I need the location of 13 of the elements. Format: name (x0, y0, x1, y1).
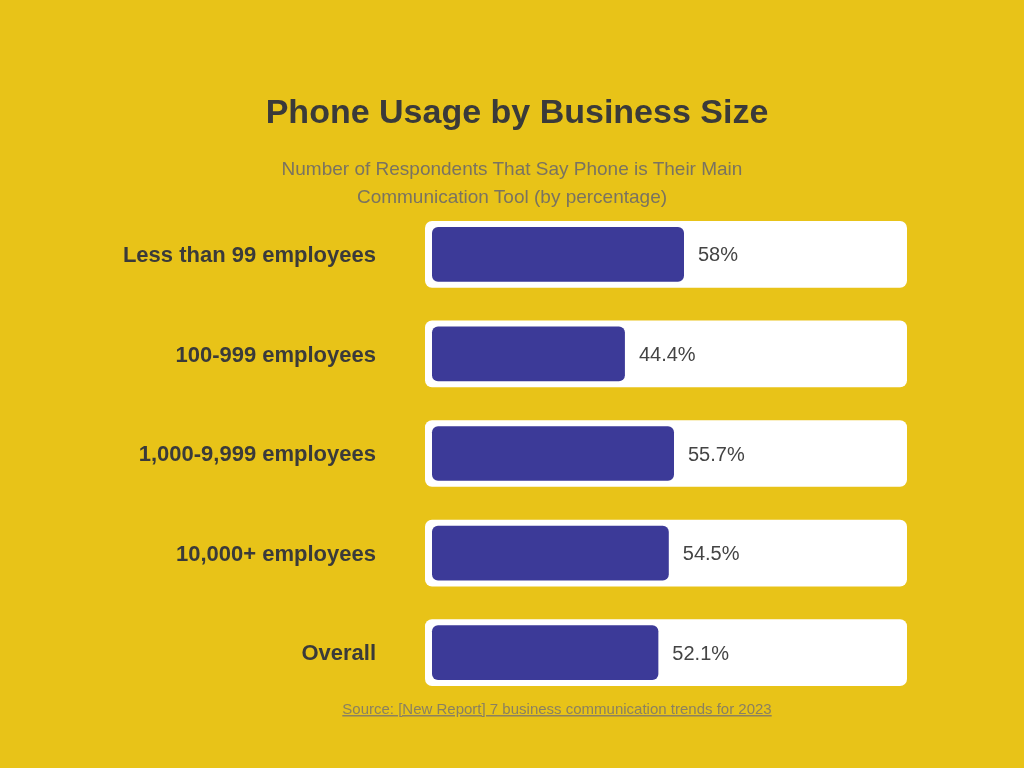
y-tick-label: Overall (301, 640, 376, 666)
data-label: 58% (698, 243, 739, 266)
annotation: Source: [New Report] 7 business communication trends for 2023 (342, 700, 772, 717)
y-tick-label: Less than 99 employees (122, 242, 376, 268)
chart-subtitle: Number of Respondents That Say Phone is Their Main Communication Tool (by percentage) (281, 158, 743, 207)
data-label: 55.7% (688, 442, 745, 465)
data-label: 54.5% (682, 542, 740, 565)
y-tick-label: 1,000-9,999 employees (138, 441, 376, 467)
y-tick-label: 10,000+ employees (176, 540, 376, 566)
chart-title: Phone Usage by Business Size (265, 92, 769, 130)
data-label: 52.1% (672, 641, 730, 664)
data-label: 44.4% (638, 342, 696, 365)
y-tick-label: 100-999 employees (175, 341, 376, 367)
